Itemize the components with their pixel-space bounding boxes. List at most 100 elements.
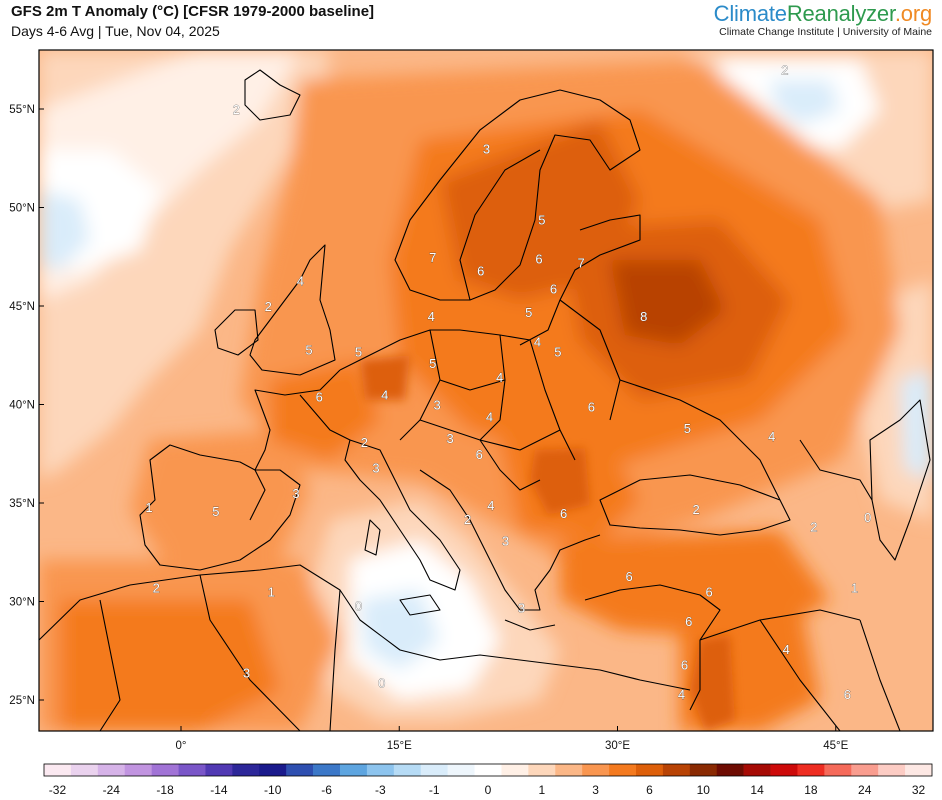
climatereanalyzer-logo[interactable]: ClimateReanalyzer.org: [713, 1, 933, 27]
contour-label: 4: [428, 309, 435, 324]
contour-label: 8: [640, 309, 647, 324]
colorbar-tick-label: 18: [804, 783, 818, 797]
contour-label: 2: [233, 102, 240, 117]
colorbar-cell: [528, 764, 556, 776]
lat-tick-label: 55°N: [9, 104, 35, 116]
colorbar-tick-label: -32: [49, 783, 67, 797]
colorbar-cell: [151, 764, 179, 776]
contour-label: 4: [783, 642, 790, 657]
colorbar-cell: [501, 764, 529, 776]
contour-label: 1: [851, 581, 858, 596]
contour-label: 2: [810, 520, 817, 535]
lon-tick-label: 0°: [176, 740, 187, 752]
contour-label: 4: [534, 334, 541, 349]
contour-label: 3: [483, 141, 490, 156]
colorbar-cell: [124, 764, 152, 776]
colorbar-cell: [44, 764, 72, 776]
colorbar-cell: [797, 764, 825, 776]
colorbar-cell: [474, 764, 502, 776]
logo-text-reanalyzer: Reanalyzer: [786, 1, 895, 26]
contour-label: 6: [476, 447, 483, 462]
colorbar-cell: [716, 764, 744, 776]
colorbar-cell: [824, 764, 852, 776]
lon-tick-label: 45°E: [823, 740, 848, 752]
contour-label: 4: [678, 687, 685, 702]
colorbar-cell: [232, 764, 260, 776]
colorbar-cell: [905, 764, 933, 776]
contour-label: 5: [212, 504, 219, 519]
colorbar-cell: [609, 764, 637, 776]
colorbar-tick-label: 32: [912, 783, 926, 797]
contour-label: 0: [378, 675, 385, 690]
contour-label: 3: [518, 600, 525, 615]
contour-label: 3: [433, 398, 440, 413]
affiliation-text: Climate Change Institute | University of…: [719, 26, 932, 38]
colorbar-tick-label: -24: [103, 783, 121, 797]
colorbar-tick-label: -18: [156, 783, 174, 797]
contour-label: 6: [685, 614, 692, 629]
contour-label: 7: [429, 250, 436, 265]
contour-label: 6: [550, 281, 557, 296]
contour-label: 4: [487, 498, 494, 513]
contour-label: 6: [681, 658, 688, 673]
lat-tick-label: 35°N: [9, 498, 35, 510]
colorbar-tick-label: 1: [538, 783, 545, 797]
colorbar-tick-label: 10: [697, 783, 711, 797]
contour-label: 2: [464, 512, 471, 527]
colorbar-cell: [393, 764, 422, 776]
colorbar-tick-label: -10: [264, 783, 282, 797]
lon-tick-label: 30°E: [605, 740, 630, 752]
lat-tick-label: 25°N: [9, 695, 35, 707]
colorbar-frame: [43, 763, 933, 777]
contour-label: 2: [361, 435, 368, 450]
colorbar-tick-label: -1: [429, 783, 440, 797]
colorbar-cell: [259, 764, 287, 776]
contour-label: 4: [381, 388, 388, 403]
contour-label: 2: [265, 299, 272, 314]
colorbar-cell: [851, 764, 879, 776]
colorbar-tick-label: 0: [485, 783, 492, 797]
contour-label: 6: [844, 687, 851, 702]
contour-label: 5: [525, 305, 532, 320]
chart-subtitle: Days 4-6 Avg | Tue, Nov 04, 2025: [11, 23, 220, 39]
contour-label: 3: [372, 461, 379, 476]
colorbar-cell: [662, 764, 691, 776]
brand-block: ClimateReanalyzer.org Climate Change Ins…: [713, 1, 933, 38]
contour-label: 5: [355, 344, 362, 359]
contour-label: 4: [486, 409, 493, 424]
colorbar-cell: [340, 764, 368, 776]
colorbar-cell: [420, 764, 448, 776]
contour-label: 2: [153, 581, 160, 596]
colorbar-cells: [43, 763, 933, 777]
latitude-ticks: 55°N 50°N 45°N 40°N 35°N 30°N 25°N: [9, 104, 44, 707]
contour-label: 5: [305, 342, 312, 357]
colorbar-cell: [582, 764, 610, 776]
contour-label: 4: [768, 429, 775, 444]
longitude-ticks: 0° 15°E 30°E 45°E: [176, 726, 849, 752]
colorbar-cell: [555, 764, 583, 776]
contour-label: 4: [297, 273, 304, 288]
contour-label: 3: [292, 486, 299, 501]
colorbar-tick-label: -14: [210, 783, 228, 797]
colorbar-cell: [70, 764, 99, 776]
contour-label: 6: [588, 399, 595, 414]
contour-label: 2: [692, 502, 699, 517]
colorbar-cell: [878, 764, 906, 776]
lat-tick-label: 30°N: [9, 597, 35, 609]
contour-label: 6: [626, 569, 633, 584]
logo-text-climate: Climate: [713, 1, 787, 26]
contour-label: 3: [447, 431, 454, 446]
colorbar-cell: [97, 764, 126, 776]
contour-label: 1: [145, 500, 152, 515]
lat-tick-label: 40°N: [9, 400, 35, 412]
contour-label: 6: [477, 264, 484, 279]
contour-label: 3: [502, 533, 509, 548]
contour-label: 7: [578, 256, 585, 271]
contour-label: 6: [706, 585, 713, 600]
colorbar-cell: [636, 764, 664, 776]
colorbar-tick-label: 3: [592, 783, 599, 797]
contour-label: 3: [243, 665, 250, 680]
